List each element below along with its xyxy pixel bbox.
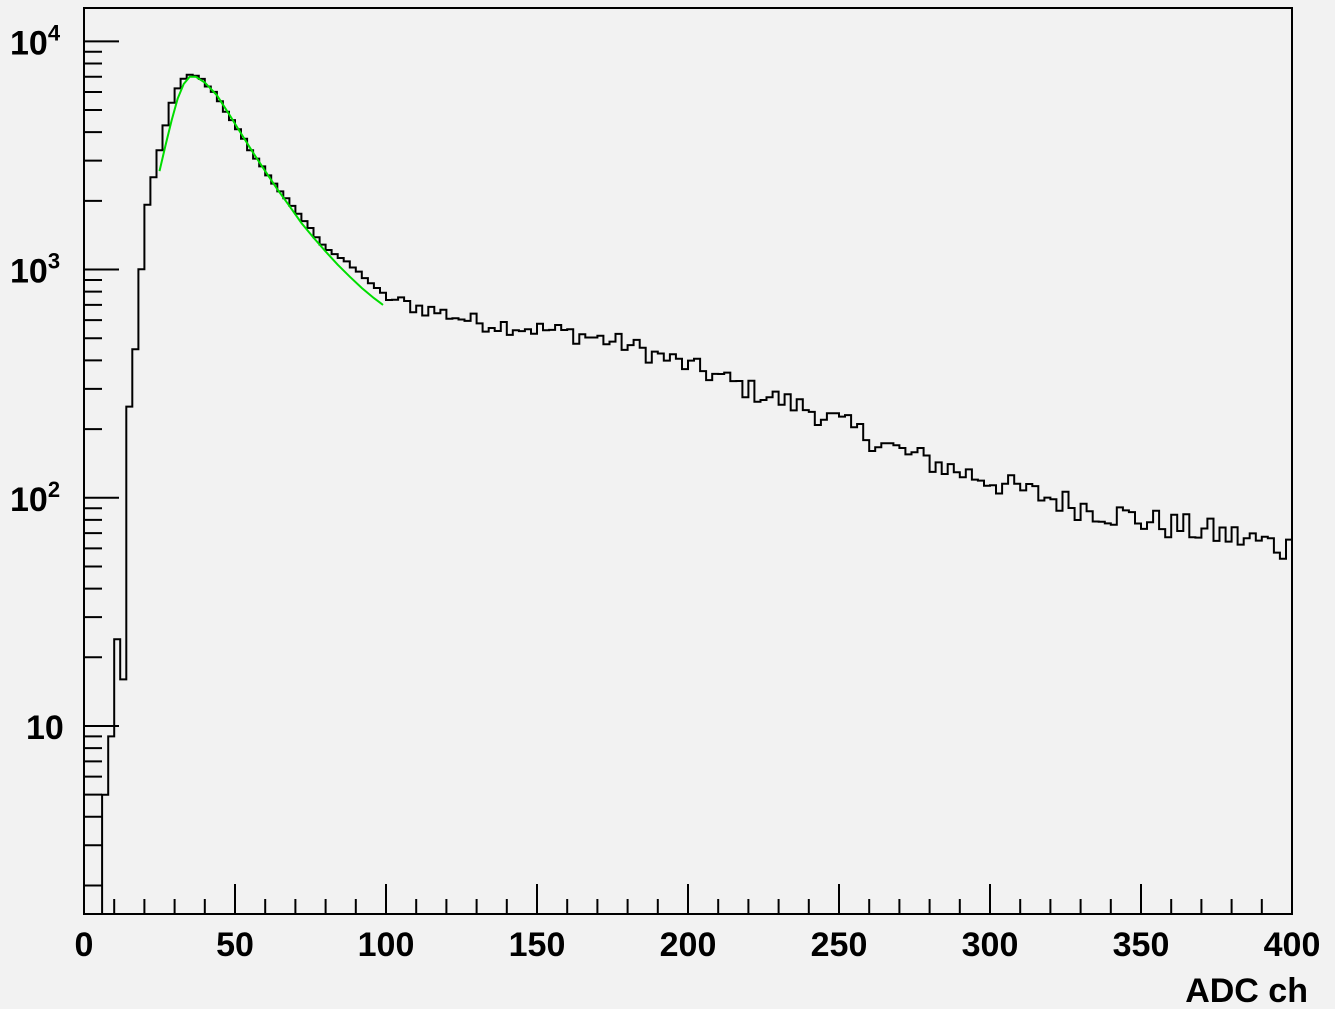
y-axis-ticks bbox=[84, 40, 119, 887]
x-tick-label: 250 bbox=[811, 926, 868, 964]
x-tick-label: 300 bbox=[962, 926, 1019, 964]
fit-curve bbox=[158, 75, 384, 306]
y-tick-label: 10 bbox=[26, 709, 64, 747]
x-tick-label: 150 bbox=[509, 926, 566, 964]
y-tick-label: 104 bbox=[10, 20, 61, 62]
x-tick-label: 50 bbox=[216, 926, 254, 964]
histogram-line bbox=[84, 73, 1292, 915]
y-tick-label: 103 bbox=[10, 249, 60, 291]
x-axis-title: ADC ch bbox=[1185, 972, 1308, 1009]
y-tick-label-base: 10 bbox=[10, 24, 48, 62]
plot-frame bbox=[83, 7, 1293, 915]
y-tick-label-exponent: 4 bbox=[48, 20, 61, 45]
x-tick-label: 400 bbox=[1264, 926, 1321, 964]
y-tick-label-base: 10 bbox=[10, 253, 48, 291]
x-axis-tick-labels: 0 50 100 150 200 250 300 350 400 bbox=[75, 926, 1321, 964]
x-axis-ticks bbox=[83, 884, 1293, 914]
y-tick-label-exponent: 2 bbox=[48, 477, 60, 502]
x-tick-label: 350 bbox=[1113, 926, 1170, 964]
y-tick-label: 102 bbox=[10, 477, 60, 519]
y-tick-label-exponent: 3 bbox=[48, 249, 60, 274]
x-tick-label: 100 bbox=[358, 926, 415, 964]
y-tick-label-base: 10 bbox=[10, 481, 48, 519]
x-tick-label: 200 bbox=[660, 926, 717, 964]
x-tick-label: 0 bbox=[75, 926, 94, 964]
y-tick-label-base: 10 bbox=[26, 709, 64, 747]
